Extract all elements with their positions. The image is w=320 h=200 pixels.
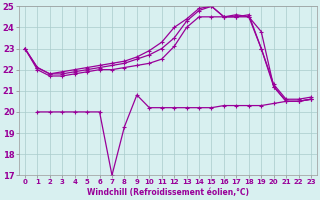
X-axis label: Windchill (Refroidissement éolien,°C): Windchill (Refroidissement éolien,°C) [87,188,249,197]
